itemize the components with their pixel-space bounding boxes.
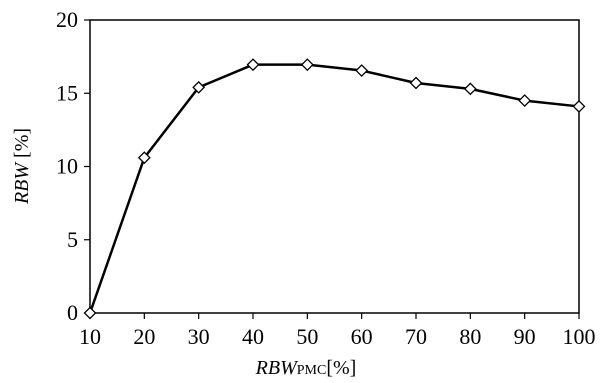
series-line-0 bbox=[88, 63, 580, 314]
data-point bbox=[355, 64, 369, 77]
x-tick-label: 30 bbox=[188, 324, 210, 349]
data-point bbox=[192, 80, 206, 94]
x-tick-label: 40 bbox=[242, 324, 264, 349]
x-tick-label: 100 bbox=[563, 324, 596, 349]
data-point bbox=[572, 100, 586, 113]
x-axis-title: RBWPMC[%] bbox=[255, 357, 357, 379]
data-point bbox=[137, 151, 151, 165]
x-tick-label: 90 bbox=[514, 324, 536, 349]
y-tick-label: 15 bbox=[56, 80, 78, 105]
data-point bbox=[409, 76, 423, 90]
x-tick-label: 50 bbox=[296, 324, 318, 349]
plot-frame bbox=[89, 19, 580, 314]
data-point bbox=[463, 82, 477, 96]
data-point bbox=[300, 58, 314, 72]
x-tick-label: 10 bbox=[79, 324, 101, 349]
plot-area bbox=[89, 19, 580, 314]
y-axis-title: RBW [%] bbox=[11, 128, 33, 205]
y-tick-label: 10 bbox=[56, 154, 78, 179]
y-tick-label: 5 bbox=[67, 227, 78, 252]
data-point bbox=[83, 306, 97, 320]
x-axis: 10 20 30 40 50 60 70 80 90 100 bbox=[79, 313, 596, 349]
x-tick-label: 60 bbox=[351, 324, 373, 349]
x-tick-label: 70 bbox=[405, 324, 427, 349]
y-tick-label: 20 bbox=[56, 7, 78, 32]
y-axis: 0 5 10 15 20 bbox=[56, 7, 90, 325]
x-tick-label: 20 bbox=[133, 324, 155, 349]
series-group bbox=[83, 58, 586, 320]
x-tick-label: 80 bbox=[459, 324, 481, 349]
data-point bbox=[518, 94, 532, 107]
y-tick-label: 0 bbox=[67, 300, 78, 325]
data-point bbox=[246, 58, 260, 72]
